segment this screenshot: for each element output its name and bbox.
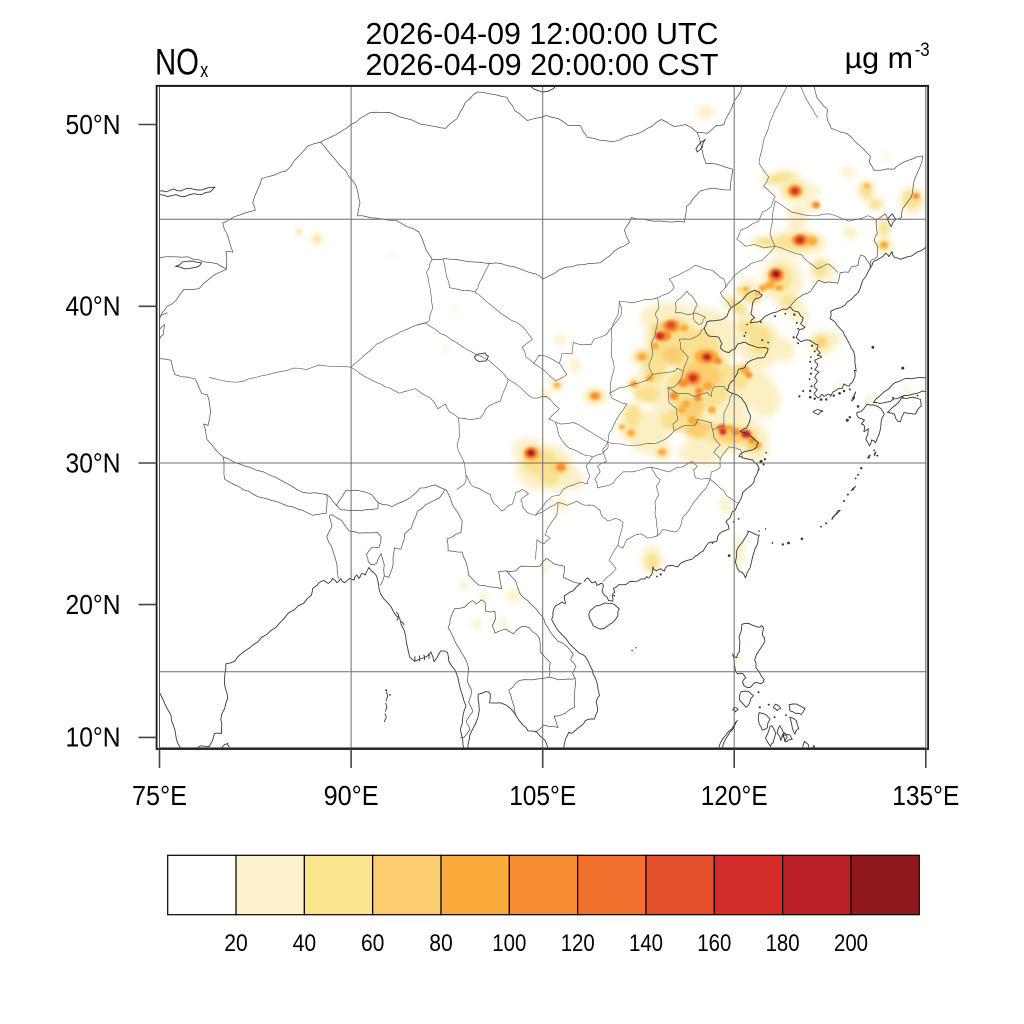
svg-text:135°E: 135°E xyxy=(892,780,959,811)
svg-text:30°N: 30°N xyxy=(66,447,121,478)
svg-text:40: 40 xyxy=(293,930,317,957)
svg-text:2026-04-09 20:00:00 CST: 2026-04-09 20:00:00 CST xyxy=(366,48,719,82)
svg-text:2026-04-09 12:00:00 UTC: 2026-04-09 12:00:00 UTC xyxy=(366,17,719,51)
svg-text:200: 200 xyxy=(834,930,868,957)
svg-text:20°N: 20°N xyxy=(66,589,121,620)
svg-text:120: 120 xyxy=(561,930,595,957)
svg-text:80: 80 xyxy=(429,930,453,957)
svg-text:105°E: 105°E xyxy=(509,780,576,811)
svg-text:x: x xyxy=(200,59,209,82)
svg-text:-3: -3 xyxy=(915,40,930,61)
svg-text:160: 160 xyxy=(697,930,731,957)
svg-text:120°E: 120°E xyxy=(701,780,768,811)
svg-text:µg m: µg m xyxy=(845,42,913,75)
svg-text:50°N: 50°N xyxy=(66,109,121,140)
svg-text:90°E: 90°E xyxy=(324,780,379,811)
svg-text:180: 180 xyxy=(766,930,800,957)
svg-text:100: 100 xyxy=(492,930,526,957)
svg-text:75°E: 75°E xyxy=(132,780,187,811)
svg-text:20: 20 xyxy=(224,930,248,957)
svg-text:10°N: 10°N xyxy=(66,722,121,753)
svg-text:60: 60 xyxy=(361,930,385,957)
svg-text:40°N: 40°N xyxy=(66,291,121,322)
svg-text:140: 140 xyxy=(629,930,663,957)
svg-text:NO: NO xyxy=(155,42,199,83)
